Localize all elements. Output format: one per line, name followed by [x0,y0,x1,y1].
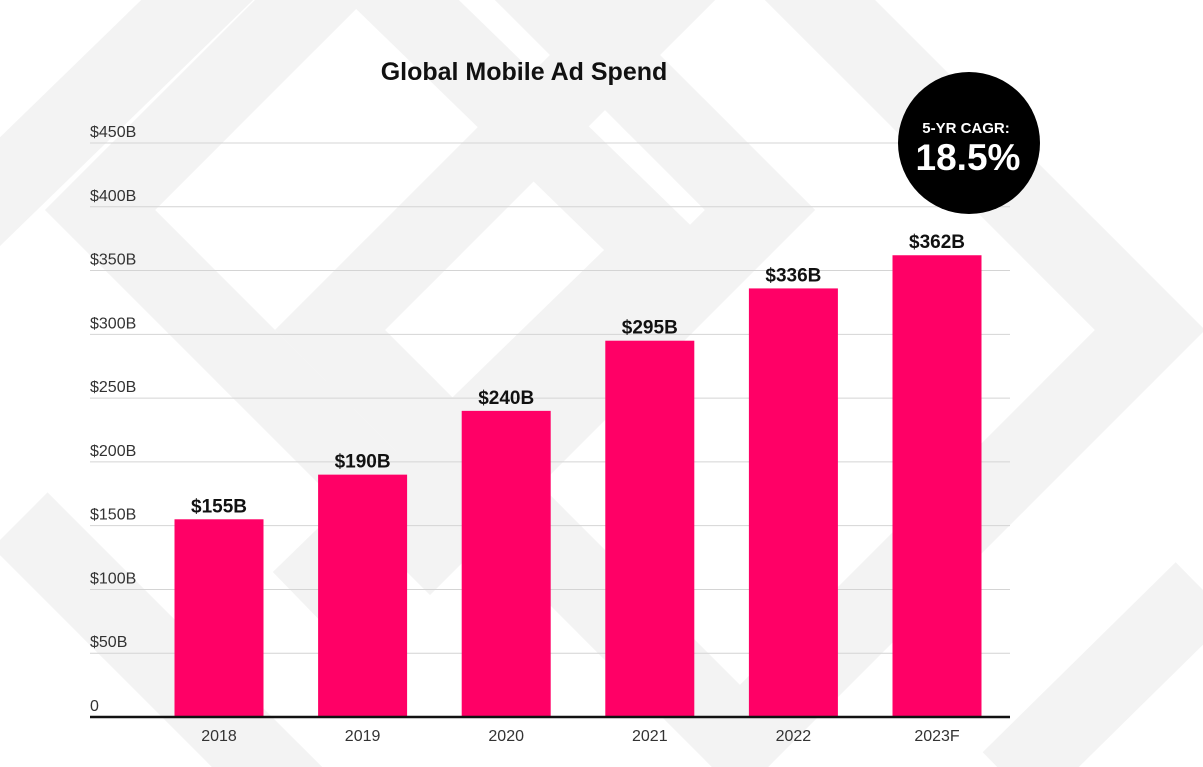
bar-series [174,255,982,717]
cagr-badge: 5-YR CAGR: 18.5% [898,72,1040,214]
x-tick-label: 2020 [488,728,524,745]
data-label: $336B [765,265,821,286]
x-tick-label: 2023F [914,728,960,745]
y-tick-label: $100B [90,570,136,587]
data-label: $155B [191,496,247,517]
y-tick-label: $400B [90,188,136,205]
bar [748,288,838,717]
data-label: $240B [478,388,534,409]
y-tick-label: $50B [90,634,127,651]
y-tick-label: $250B [90,379,136,396]
x-tick-label: 2022 [776,728,812,745]
bar [892,255,982,717]
x-tick-label: 2018 [201,728,237,745]
y-tick-label: 0 [90,698,99,715]
bar [318,474,408,717]
bar [174,519,264,717]
chart-title: Global Mobile Ad Spend [381,58,668,86]
x-axis-tick-labels: 2018 2019 2020 2021 2022 2023F [201,728,960,745]
y-tick-label: $350B [90,252,136,269]
data-label: $295B [622,318,678,339]
x-tick-label: 2019 [345,728,381,745]
bar [461,410,551,717]
data-label: $362B [909,232,965,253]
y-tick-label: $150B [90,507,136,524]
cagr-badge-circle [898,72,1040,214]
cagr-badge-value: 18.5% [916,137,1021,178]
y-axis-tick-labels: 0 $50B $100B $150B $200B $250B $300B $350B $400B… [90,124,136,715]
bar [605,340,695,717]
data-label: $190B [335,452,391,473]
data-labels: $155B $190B $240B $295B $336B $362B [191,232,965,517]
y-tick-label: $200B [90,443,136,460]
y-tick-label: $450B [90,124,136,141]
x-tick-label: 2021 [632,728,668,745]
y-tick-label: $300B [90,315,136,332]
cagr-badge-label: 5-YR CAGR: [922,120,1010,137]
